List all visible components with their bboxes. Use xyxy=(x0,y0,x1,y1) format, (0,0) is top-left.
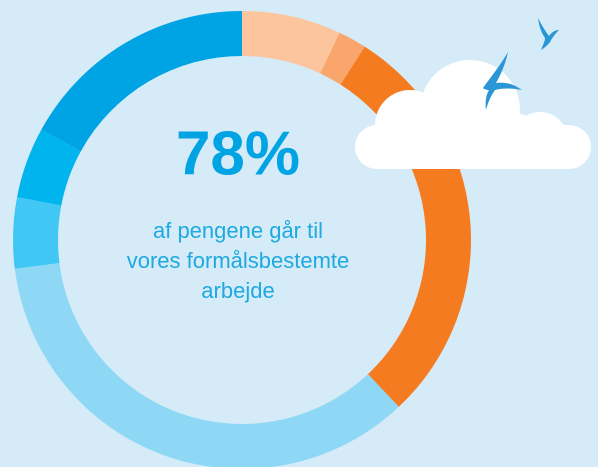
caption-line: arbejde xyxy=(201,278,274,303)
caption-line: af pengene går til xyxy=(153,218,323,243)
infographic: 78% af pengene går til vores formålsbest… xyxy=(0,0,598,467)
caption-line: vores formålsbestemte xyxy=(127,248,350,273)
headline: 78% xyxy=(176,119,300,188)
donut-segment xyxy=(13,197,61,269)
